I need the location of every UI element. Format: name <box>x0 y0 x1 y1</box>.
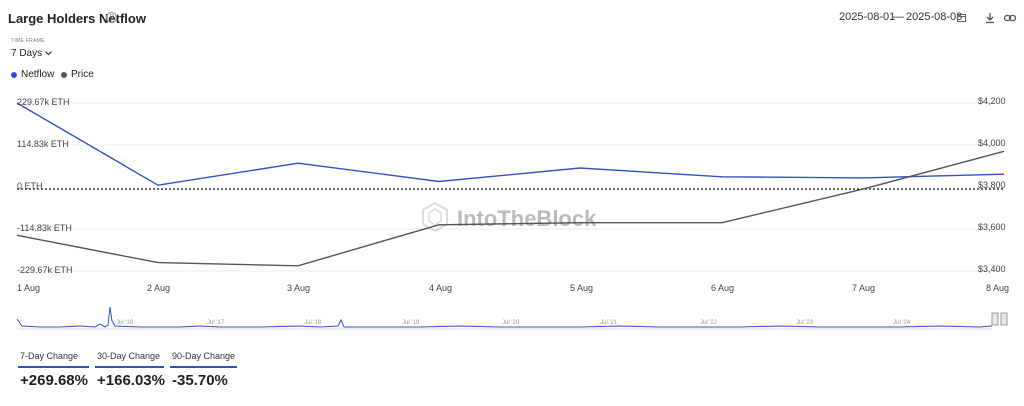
x-tick: 2 Aug <box>147 283 171 293</box>
legend-netflow[interactable]: Netflow <box>11 69 54 80</box>
series-line-netflow[interactable] <box>16 102 1005 186</box>
change-30d-label: 30-Day Change <box>97 351 161 361</box>
timeframe-select[interactable]: 7 Days <box>11 48 53 59</box>
price-dot-icon <box>61 71 67 78</box>
change-30d-underline <box>95 366 164 368</box>
change-7d-underline <box>18 366 89 368</box>
timeframe-label: TIME FRAME <box>11 38 45 44</box>
navigator-label: Jul '18 <box>304 320 322 326</box>
navigator-handle-left[interactable] <box>991 312 999 326</box>
timeframe-value: 7 Days <box>11 48 43 59</box>
date-start[interactable]: 2025-08-01 <box>839 11 896 23</box>
netflow-chart[interactable]: IntoTheBlock <box>0 0 1024 300</box>
x-tick: 1 Aug <box>17 283 41 293</box>
y-right-tick: $3,600 <box>978 222 1006 232</box>
y-right-tick: $4,200 <box>978 96 1006 106</box>
x-tick: 3 Aug <box>287 283 311 293</box>
navigator-label: Jul '20 <box>502 320 520 326</box>
calendar-icon[interactable] <box>957 13 966 22</box>
x-tick: 6 Aug <box>711 283 735 293</box>
x-tick: 8 Aug <box>986 283 1010 293</box>
legend-netflow-label: Netflow <box>21 69 55 80</box>
x-tick: 7 Aug <box>852 283 876 293</box>
change-7d-label: 7-Day Change <box>20 351 79 361</box>
y-left-tick: 114.83k ETH <box>17 139 69 149</box>
navigator-label: Jul '24 <box>893 320 911 326</box>
navigator-handle-right[interactable] <box>1000 312 1008 326</box>
y-left-tick: 0 ETH <box>17 181 43 191</box>
y-left-tick: -114.83k ETH <box>17 223 72 233</box>
netflow-dot-icon <box>11 71 17 78</box>
y-left-tick: -229.67k ETH <box>17 265 73 275</box>
chevron-down-icon <box>45 51 53 56</box>
x-tick: 4 Aug <box>429 283 453 293</box>
navigator-label: Jul '19 <box>402 320 420 326</box>
download-icon[interactable] <box>983 11 997 25</box>
change-30d-value: +166.03% <box>97 372 165 389</box>
navigator-label: Jul '22 <box>700 320 718 326</box>
y-right-tick: $3,800 <box>978 180 1006 190</box>
time-navigator[interactable] <box>0 303 1024 333</box>
navigator-label: Jul '17 <box>207 320 225 326</box>
y-right-tick: $4,000 <box>978 138 1006 148</box>
navigator-label: Jul '16 <box>116 320 134 326</box>
date-end[interactable]: 2025-08-08 <box>906 11 963 23</box>
watermark: IntoTheBlock <box>422 201 597 233</box>
date-separator: — <box>893 11 904 23</box>
change-7d-value: +269.68% <box>20 372 88 389</box>
navigator-label: Jul '23 <box>796 320 814 326</box>
legend-price[interactable]: Price <box>61 69 94 80</box>
watermark-text: IntoTheBlock <box>457 206 597 231</box>
change-90d-underline <box>170 366 237 368</box>
series-line-price[interactable] <box>16 150 1005 267</box>
y-left-tick: 229.67k ETH <box>17 97 70 107</box>
change-90d-label: 90-Day Change <box>172 351 236 361</box>
x-tick: 5 Aug <box>570 283 594 293</box>
change-90d-value: -35.70% <box>172 372 228 389</box>
navigator-label: Jul '21 <box>600 320 618 326</box>
link-icon[interactable] <box>1003 11 1017 25</box>
y-right-tick: $3,400 <box>978 264 1006 274</box>
legend-price-label: Price <box>71 69 94 80</box>
help-icon[interactable]: ? <box>106 12 117 23</box>
navigator-series <box>16 306 993 328</box>
